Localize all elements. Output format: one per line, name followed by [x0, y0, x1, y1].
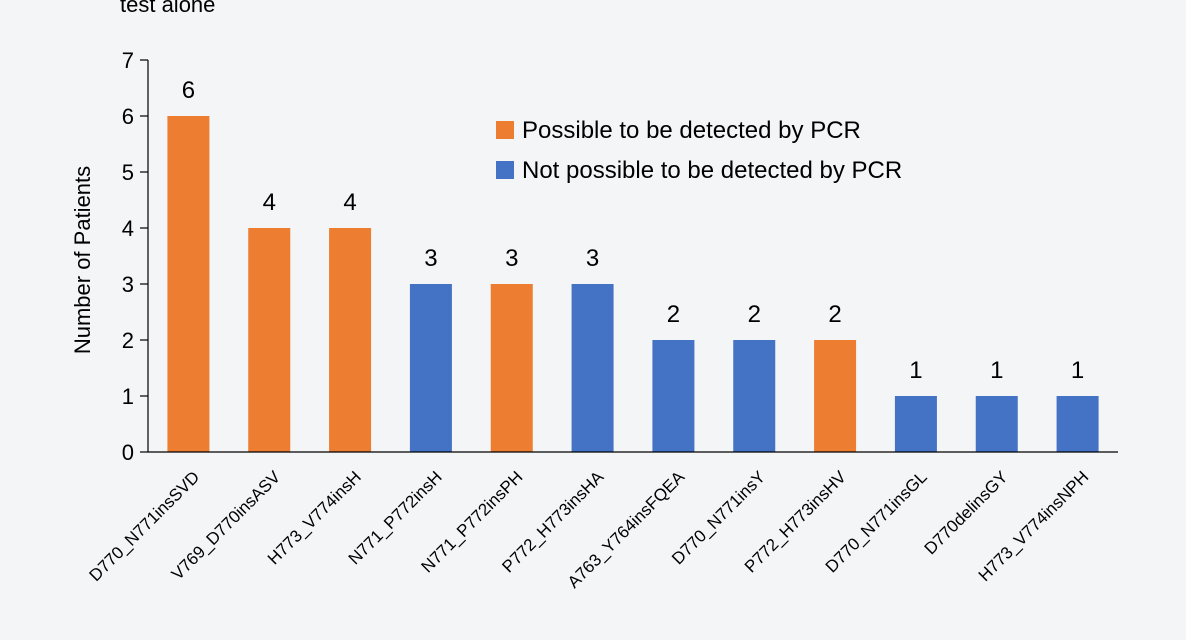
category-labels-group: D770_N771insSVDV769_D770insASVH773_V774i… — [86, 467, 1093, 592]
y-tick-label: 0 — [122, 440, 134, 465]
y-tick-label: 7 — [122, 48, 134, 73]
bar — [894, 396, 937, 452]
y-axis-ticks: 0 1 2 3 4 5 6 7 — [122, 48, 148, 465]
legend-label-possible: Possible to be detected by PCR — [522, 117, 861, 144]
bar-value-label: 3 — [424, 245, 437, 272]
bar — [490, 284, 533, 452]
legend: Possible to be detected by PCR Not possib… — [496, 117, 902, 184]
y-tick-label: 3 — [122, 272, 134, 297]
bar — [814, 340, 857, 452]
top-text: test alone — [120, 0, 215, 17]
bar-value-label: 1 — [909, 357, 922, 384]
legend-label-not-possible: Not possible to be detected by PCR — [522, 157, 902, 184]
bar-value-label: 4 — [343, 189, 356, 216]
bar-value-label: 2 — [748, 301, 761, 328]
bar — [652, 340, 695, 452]
y-tick-label: 4 — [122, 216, 134, 241]
bars-group — [167, 116, 1099, 452]
category-label: D770delinsGY — [921, 467, 1012, 558]
y-tick-label: 5 — [122, 160, 134, 185]
y-tick-label: 1 — [122, 384, 134, 409]
y-axis-title: Number of Patients — [70, 166, 95, 354]
bar-value-label: 1 — [990, 357, 1003, 384]
bar — [1056, 396, 1099, 452]
bar-value-label: 4 — [263, 189, 276, 216]
bar-value-label: 3 — [586, 245, 599, 272]
bar — [409, 284, 452, 452]
y-tick-label: 2 — [122, 328, 134, 353]
axes-group — [147, 60, 1118, 453]
bar-value-label: 1 — [1071, 357, 1084, 384]
bar — [329, 228, 372, 452]
bar-value-label: 2 — [828, 301, 841, 328]
y-tick-label: 6 — [122, 104, 134, 129]
bar — [167, 116, 210, 452]
legend-swatch-not-possible — [496, 161, 514, 179]
bar-value-label: 2 — [667, 301, 680, 328]
bar — [248, 228, 291, 452]
bar — [733, 340, 776, 452]
value-labels-group: 6 4 4 3 3 3 2 2 2 1 1 1 — [182, 77, 1085, 384]
bar-value-label: 3 — [505, 245, 518, 272]
legend-swatch-possible — [496, 121, 514, 139]
bar-value-label: 6 — [182, 77, 195, 104]
bar — [975, 396, 1018, 452]
bar — [571, 284, 614, 452]
